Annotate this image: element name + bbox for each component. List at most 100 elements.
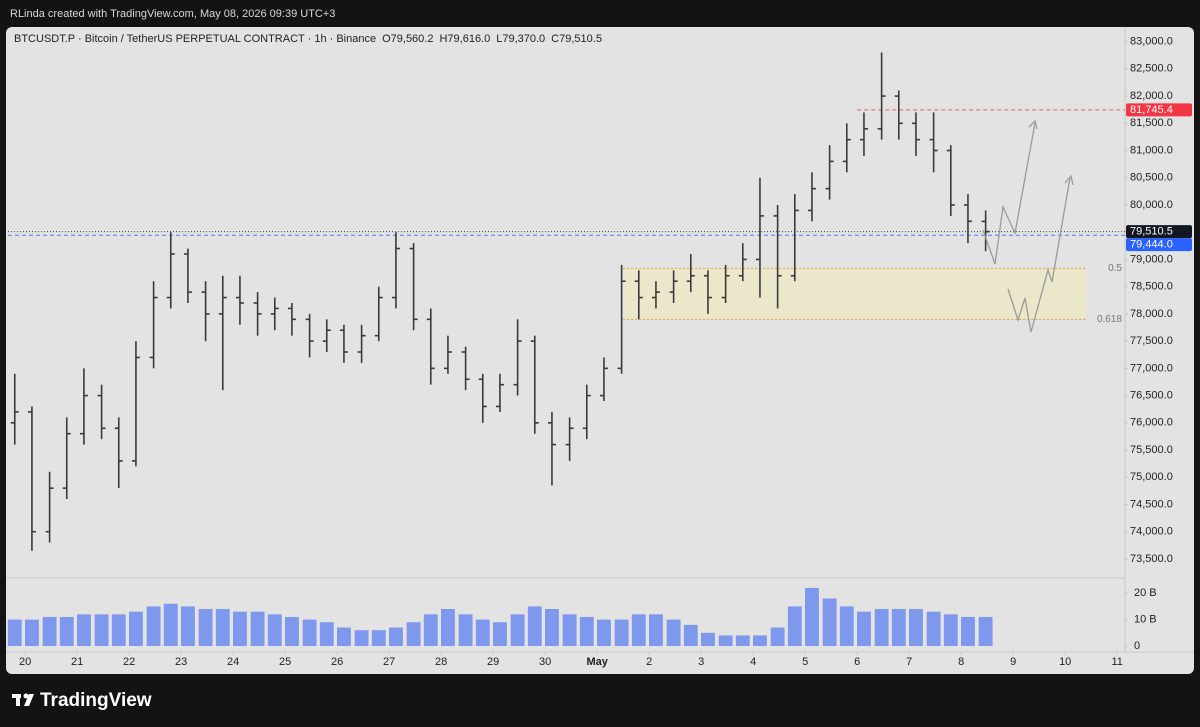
logo-part xyxy=(24,694,34,706)
chart-area xyxy=(6,27,1194,674)
volume-bar xyxy=(319,622,334,646)
y-tick-label: 77,000.0 xyxy=(1130,362,1173,374)
logo-part xyxy=(16,694,20,706)
x-tick-label: May xyxy=(586,656,608,668)
volume-tick-label: 20 B xyxy=(1134,587,1157,599)
volume-bar xyxy=(666,619,681,646)
volume-bar xyxy=(857,611,871,646)
y-tick-label: 78,000.0 xyxy=(1130,308,1173,320)
y-tick-label: 80,500.0 xyxy=(1130,172,1173,184)
volume-bar xyxy=(441,609,455,646)
price-label-bg xyxy=(1126,225,1192,239)
volume-bar xyxy=(475,619,490,646)
symbol-legend: BTCUSDT.P · Bitcoin / TetherUS PERPETUAL… xyxy=(14,33,376,45)
ohlc-legend-item: O79,560.2 xyxy=(382,33,433,45)
fib-label: 0.618 xyxy=(1097,314,1122,325)
volume-bar xyxy=(24,619,39,646)
y-tick-label: 76,500.0 xyxy=(1130,389,1173,401)
x-tick-label: 6 xyxy=(854,656,860,668)
brand-name: TradingView xyxy=(40,690,152,711)
y-tick-label: 81,000.0 xyxy=(1130,144,1173,156)
x-tick-label: 22 xyxy=(123,656,135,668)
x-tick-label: 29 xyxy=(487,656,499,668)
y-tick-label: 73,500.0 xyxy=(1130,553,1173,565)
volume-bar xyxy=(822,598,837,646)
y-tick-label: 78,500.0 xyxy=(1130,281,1173,293)
price-label: 79,510.5 xyxy=(1130,226,1173,238)
volume-bar xyxy=(891,609,906,646)
volume-bar xyxy=(753,635,767,646)
volume-bar xyxy=(371,630,386,646)
volume-bar xyxy=(284,616,299,646)
volume-bar xyxy=(926,611,941,646)
x-tick-label: 28 xyxy=(435,656,447,668)
x-tick-label: 3 xyxy=(698,656,704,668)
volume-bar xyxy=(232,611,247,646)
volume-bar xyxy=(163,603,178,646)
projection-arrows xyxy=(982,119,1074,333)
y-tick-label: 82,500.0 xyxy=(1130,63,1173,75)
price-label: 81,745.4 xyxy=(1130,104,1173,116)
x-tick-label: 2 xyxy=(646,656,652,668)
volume-bar xyxy=(510,614,525,646)
volume-bar xyxy=(545,609,559,646)
volume-bar xyxy=(527,606,542,646)
volume-bar xyxy=(76,614,91,646)
volume-bar xyxy=(683,624,698,646)
volume-tick-label: 0 xyxy=(1134,640,1140,652)
y-tick-label: 77,500.0 xyxy=(1130,335,1173,347)
volume-bar xyxy=(597,619,611,646)
x-tick-label: 10 xyxy=(1059,656,1071,668)
ohlc-legend-item: L79,370.0 xyxy=(496,33,545,45)
volume-bar xyxy=(267,614,282,646)
volume-bar xyxy=(493,622,507,646)
x-tick-label: 8 xyxy=(958,656,964,668)
volume-bar xyxy=(909,609,923,646)
volume-bar xyxy=(7,619,22,646)
volume-bar xyxy=(649,614,663,646)
price-label-bg xyxy=(1126,103,1192,117)
volume-bar xyxy=(874,609,889,646)
volume-bar xyxy=(423,614,438,646)
arrow-head xyxy=(1064,174,1074,186)
volume-bar xyxy=(458,614,473,646)
volume-bar xyxy=(198,609,213,646)
projection-path xyxy=(1007,177,1071,333)
y-tick-label: 81,500.0 xyxy=(1130,117,1173,129)
volume-bar xyxy=(94,614,109,646)
y-tick-label: 82,000.0 xyxy=(1130,90,1173,102)
fib-label: 0.5 xyxy=(1108,263,1122,274)
volume-bar xyxy=(943,614,958,646)
x-tick-label: 11 xyxy=(1111,656,1122,668)
brand: TradingView xyxy=(12,690,152,711)
x-tick-label: 4 xyxy=(750,656,756,668)
volume-bar xyxy=(215,609,230,646)
volume-bar xyxy=(354,630,369,646)
price-bars xyxy=(10,52,990,551)
y-tick-label: 75,000.0 xyxy=(1130,471,1173,483)
y-tick-label: 80,000.0 xyxy=(1130,199,1173,211)
volume-bar xyxy=(250,611,265,646)
x-tick-label: 5 xyxy=(802,656,808,668)
x-tick-label: 23 xyxy=(175,656,187,668)
volume-bar xyxy=(701,632,715,646)
volume-bar xyxy=(59,616,74,646)
fib-zone xyxy=(623,268,1086,320)
y-tick-label: 76,000.0 xyxy=(1130,417,1173,429)
volume-bar xyxy=(805,587,819,646)
ohlc-legend-item: C79,510.5 xyxy=(551,33,602,45)
volume-bar xyxy=(735,635,750,646)
y-tick-label: 74,500.0 xyxy=(1130,498,1173,510)
projection-path xyxy=(982,122,1036,265)
volume-bar xyxy=(302,619,317,646)
x-tick-label: 26 xyxy=(331,656,343,668)
volume-bar xyxy=(614,619,629,646)
arrow-head xyxy=(1028,119,1038,130)
volume-bar xyxy=(787,606,802,646)
volume-tick-label: 10 B xyxy=(1134,614,1157,626)
price-label: 79,444.0 xyxy=(1130,239,1173,251)
caption: RLinda created with TradingView.com, May… xyxy=(10,8,335,20)
y-tick-label: 74,000.0 xyxy=(1130,526,1173,538)
volume-bar xyxy=(42,616,57,646)
